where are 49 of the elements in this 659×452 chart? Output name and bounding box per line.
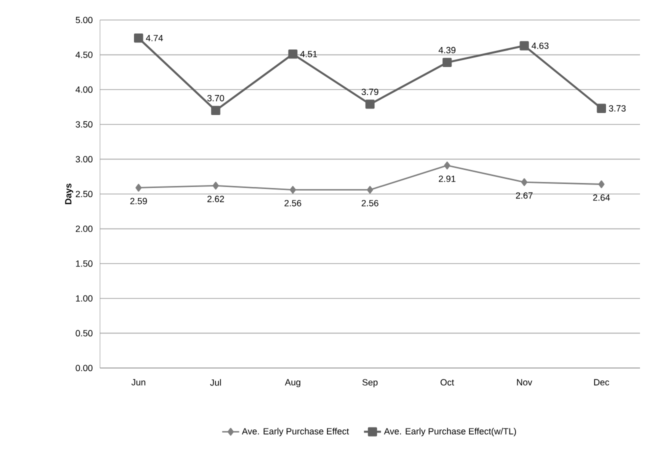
- point: [135, 184, 142, 192]
- point: [521, 178, 528, 186]
- legend-label: Ave. Early Purchase Effect(w/TL): [384, 428, 516, 436]
- y-tick-label: 5.00: [76, 16, 92, 24]
- x-tick-label: Sep: [362, 379, 378, 388]
- data-label: 2.64: [593, 194, 610, 201]
- point: [288, 50, 298, 59]
- data-label: 4.39: [438, 46, 456, 54]
- y-tick-label: 3.50: [76, 121, 92, 128]
- y-tick-label: 0.00: [76, 364, 92, 372]
- data-label: 3.79: [362, 88, 378, 96]
- point: [444, 162, 450, 170]
- y-tick-label: 4.00: [76, 86, 92, 93]
- y-tick-label: 2.50: [76, 190, 92, 198]
- data-label: 2.67: [516, 192, 533, 199]
- point: [212, 182, 219, 190]
- x-tick-label: Jun: [131, 379, 146, 386]
- data-label: 2.56: [362, 200, 378, 206]
- y-tick-label: 1.00: [76, 295, 92, 302]
- point: [366, 186, 374, 194]
- x-tick-label: Dec: [594, 379, 610, 386]
- point: [442, 58, 452, 68]
- point: [134, 34, 144, 43]
- data-label: 4.51: [300, 50, 318, 58]
- point: [365, 100, 375, 109]
- y-axis-title: Days: [65, 184, 74, 204]
- data-label: 4.74: [146, 35, 163, 42]
- data-label: 2.62: [207, 196, 224, 202]
- data-label: 3.73: [608, 105, 626, 112]
- data-label: 2.59: [130, 198, 147, 204]
- x-tick-label: Oct: [440, 379, 454, 386]
- legend-label: Ave. Early Purchase Effect: [242, 428, 349, 436]
- point: [520, 41, 529, 50]
- y-tick-label: 3.00: [76, 156, 92, 162]
- x-tick-label: Nov: [517, 379, 532, 386]
- data-label: 2.91: [438, 176, 456, 182]
- y-tick-label: 1.50: [76, 260, 92, 267]
- data-label: 2.56: [284, 200, 302, 206]
- point: [290, 186, 296, 194]
- y-tick-label: 2.00: [76, 226, 92, 232]
- data-label: 4.63: [532, 42, 549, 49]
- point: [211, 106, 220, 116]
- data-label: 3.70: [207, 94, 224, 102]
- point: [596, 104, 606, 113]
- point: [598, 180, 605, 188]
- y-tick-label: 4.50: [76, 52, 92, 58]
- x-tick-label: Aug: [284, 379, 300, 388]
- y-tick-label: 0.50: [76, 330, 92, 336]
- x-tick-label: Jul: [210, 379, 221, 386]
